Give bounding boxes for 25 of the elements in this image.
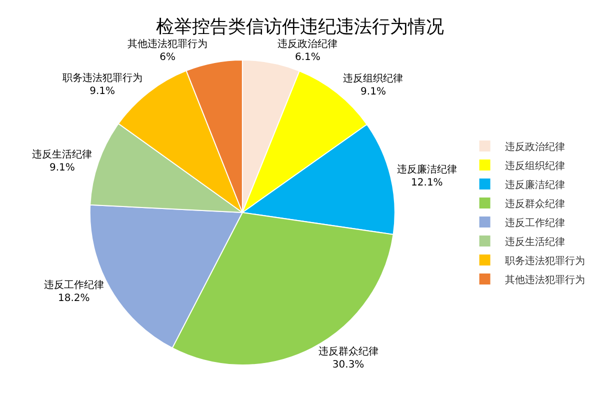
legend-label: 职务违法犯罪行为 [504, 254, 585, 267]
legend-label: 违反生活纪律 [504, 236, 565, 248]
slice-label: 职务违法犯罪行为 [62, 72, 142, 84]
slice-label: 其他违法犯罪行为 [128, 38, 208, 50]
data-label: 9.1% [90, 86, 116, 98]
slice-label: 违反政治纪律 [278, 38, 338, 50]
data-label: 30.3% [332, 360, 364, 371]
data-label: 9.1% [49, 162, 75, 174]
legend-label: 违反工作纪律 [504, 216, 565, 229]
slice-label: 违反生活纪律 [32, 148, 92, 160]
data-label: 12.1% [411, 178, 443, 189]
data-label: 6% [160, 52, 176, 64]
data-label: 6.1% [294, 52, 320, 64]
slice-label: 违反群众纪律 [318, 346, 378, 358]
legend-label: 违反群众纪律 [504, 198, 565, 210]
legend-label: 其他违法犯罪行为 [504, 274, 585, 286]
slice-label: 违反组织纪律 [343, 72, 404, 85]
chart-title: 检举控告类信访件违纪违法行为情况 [156, 16, 444, 38]
legend-label: 违反组织纪律 [504, 160, 565, 172]
data-label: 9.1% [360, 86, 386, 98]
slice-label: 违反廉洁纪律 [396, 164, 457, 176]
legend-label: 违反廉洁纪律 [504, 178, 565, 191]
slice-label: 违反工作纪律 [44, 279, 104, 292]
data-label: 18.2% [58, 293, 90, 304]
legend-label: 违反政治纪律 [504, 140, 565, 153]
